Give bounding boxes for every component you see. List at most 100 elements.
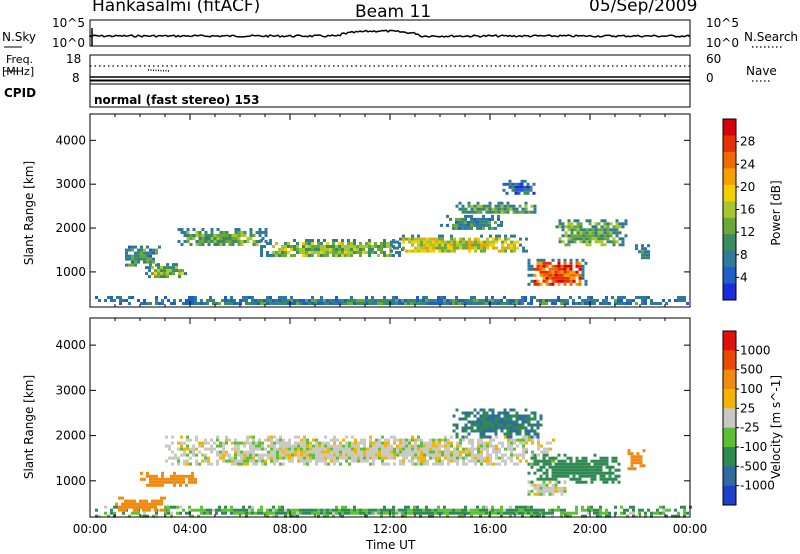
heatmap-cell (509, 426, 513, 430)
heatmap-cell (497, 223, 500, 227)
heatmap-cell (228, 243, 232, 246)
heatmap-cell (404, 511, 407, 515)
heatmap-cell (566, 465, 570, 469)
heatmap-cell (476, 511, 479, 515)
heatmap-cell (557, 296, 560, 299)
heatmap-cell (554, 302, 557, 305)
heatmap-cell (441, 453, 444, 457)
heatmap-cell (228, 438, 231, 442)
heatmap-cell (570, 228, 574, 232)
heatmap-cell (176, 477, 179, 481)
heatmap-cell (515, 299, 518, 302)
heatmap-cell (155, 296, 158, 299)
heatmap-cell (551, 258, 555, 262)
heatmap-cell (560, 514, 563, 518)
heatmap-cell (206, 508, 209, 512)
heatmap-cell (157, 266, 160, 270)
heatmap-cell (423, 444, 426, 448)
heatmap-cell (464, 207, 468, 211)
heatmap-cell (557, 468, 561, 472)
heatmap-cell (383, 296, 386, 299)
heatmap-cell (483, 246, 486, 250)
heatmap-cell (146, 514, 149, 518)
heatmap-cell (210, 462, 213, 466)
heatmap-cell (452, 223, 455, 227)
heatmap-cell (387, 456, 390, 460)
heatmap-cell (486, 246, 489, 250)
heatmap-cell (633, 458, 637, 462)
heatmap-cell (411, 459, 414, 463)
heatmap-cell (161, 483, 164, 487)
heatmap-cell (593, 468, 597, 472)
heatmap-cell (483, 444, 486, 448)
heatmap-cell (632, 299, 635, 302)
heatmap-cell (396, 450, 399, 454)
heatmap-cell (441, 450, 444, 454)
heatmap-cell (479, 204, 483, 208)
heatmap-cell (414, 249, 417, 253)
heatmap-cell (585, 228, 589, 232)
heatmap-cell (332, 299, 335, 302)
heatmap-cell (258, 459, 261, 463)
heatmap-cell (417, 453, 420, 457)
heatmap-cell (509, 417, 513, 421)
heatmap-cell (575, 465, 579, 469)
heatmap-cell (323, 248, 326, 251)
heatmap-cell (119, 299, 122, 302)
heatmap-cell (201, 243, 205, 246)
heatmap-cell (258, 234, 262, 237)
heatmap-cell (233, 508, 236, 512)
heatmap-cell (172, 269, 175, 273)
heatmap-cell (270, 447, 273, 451)
heatmap-cell (428, 514, 431, 518)
heatmap-cell (536, 420, 540, 424)
heatmap-cell (485, 299, 488, 302)
heatmap-cell (584, 279, 588, 283)
heatmap-cell (461, 511, 464, 515)
heatmap-cell (377, 299, 380, 302)
heatmap-cell (500, 505, 503, 509)
heatmap-cell (377, 248, 380, 251)
heatmap-cell (353, 251, 356, 254)
heatmap-cell (189, 447, 192, 451)
heatmap-cell (354, 450, 357, 454)
heatmap-cell (618, 222, 622, 226)
heatmap-cell (338, 248, 341, 251)
heatmap-cell (599, 514, 602, 518)
heatmap-cell (471, 459, 474, 463)
heatmap-cell (545, 299, 548, 302)
heatmap-cell (444, 441, 447, 445)
heatmap-cell (618, 237, 622, 241)
heatmap-cell (396, 447, 399, 451)
heatmap-cell (326, 242, 329, 245)
heatmap-cell (225, 450, 228, 454)
heatmap-cell (474, 459, 477, 463)
heatmap-cell (216, 243, 220, 246)
heatmap-cell (408, 450, 411, 454)
heatmap-cell (533, 282, 537, 286)
heatmap-cell (476, 429, 480, 433)
heatmap-cell (348, 450, 351, 454)
heatmap-cell (165, 435, 168, 439)
heatmap-cell (194, 302, 197, 305)
heatmap-cell (240, 234, 244, 237)
heatmap-cell (590, 474, 594, 478)
heatmap-cell (154, 499, 157, 503)
heatmap-cell (257, 511, 260, 515)
heatmap-cell (567, 240, 571, 244)
x-tick-label: 04:00 (173, 522, 208, 536)
heatmap-cell (605, 296, 608, 299)
heatmap-cell (374, 251, 377, 254)
heatmap-cell (303, 459, 306, 463)
heatmap-cell (417, 456, 420, 460)
heatmap-cell (542, 489, 546, 493)
heatmap-cell (650, 299, 653, 302)
heatmap-cell (269, 239, 272, 242)
heatmap-cell (351, 459, 354, 463)
heatmap-cell (302, 302, 305, 305)
heatmap-cell (458, 223, 461, 227)
heatmap-cell (561, 228, 565, 232)
heatmap-cell (554, 477, 558, 481)
heatmap-cell (323, 239, 326, 242)
heatmap-cell (494, 429, 498, 433)
